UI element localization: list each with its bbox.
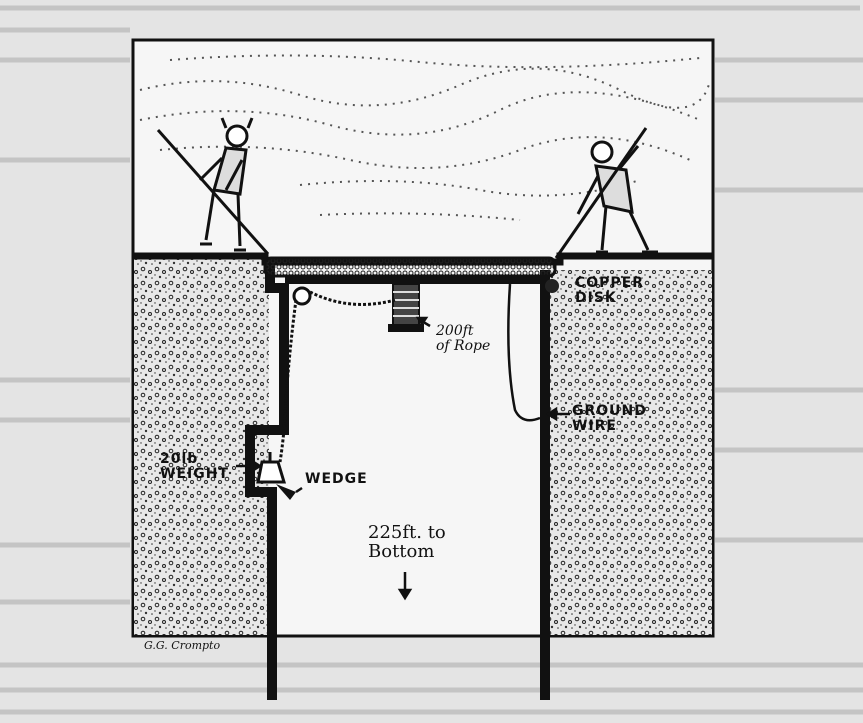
copper-disk [545,279,559,293]
shaft-left-wall [245,260,289,700]
artist-signature: G.G. Crompto [144,639,221,652]
wedge [276,484,296,500]
cover-bracket [285,276,545,284]
label-arrows [236,316,570,601]
weight-label: 20lb WEIGHT [160,451,229,483]
ground-wire-label: GROUND WIRE [572,403,647,435]
copper-disk-label: COPPER DISK [575,275,645,307]
pulley [292,286,312,306]
wedge-label: WEDGE [305,471,368,487]
weight [256,452,287,484]
depth-note: 225ft. to Bottom [368,522,446,562]
rope-down [278,299,298,463]
rope-length-label: 200ft of Rope [436,323,491,354]
soil-right [545,270,712,635]
figure-right [554,127,658,259]
viking-figure-left [156,117,270,255]
rope-spool [388,283,424,332]
background-text [0,5,863,715]
ground-wire [507,283,541,422]
shaft-cover [263,256,557,278]
